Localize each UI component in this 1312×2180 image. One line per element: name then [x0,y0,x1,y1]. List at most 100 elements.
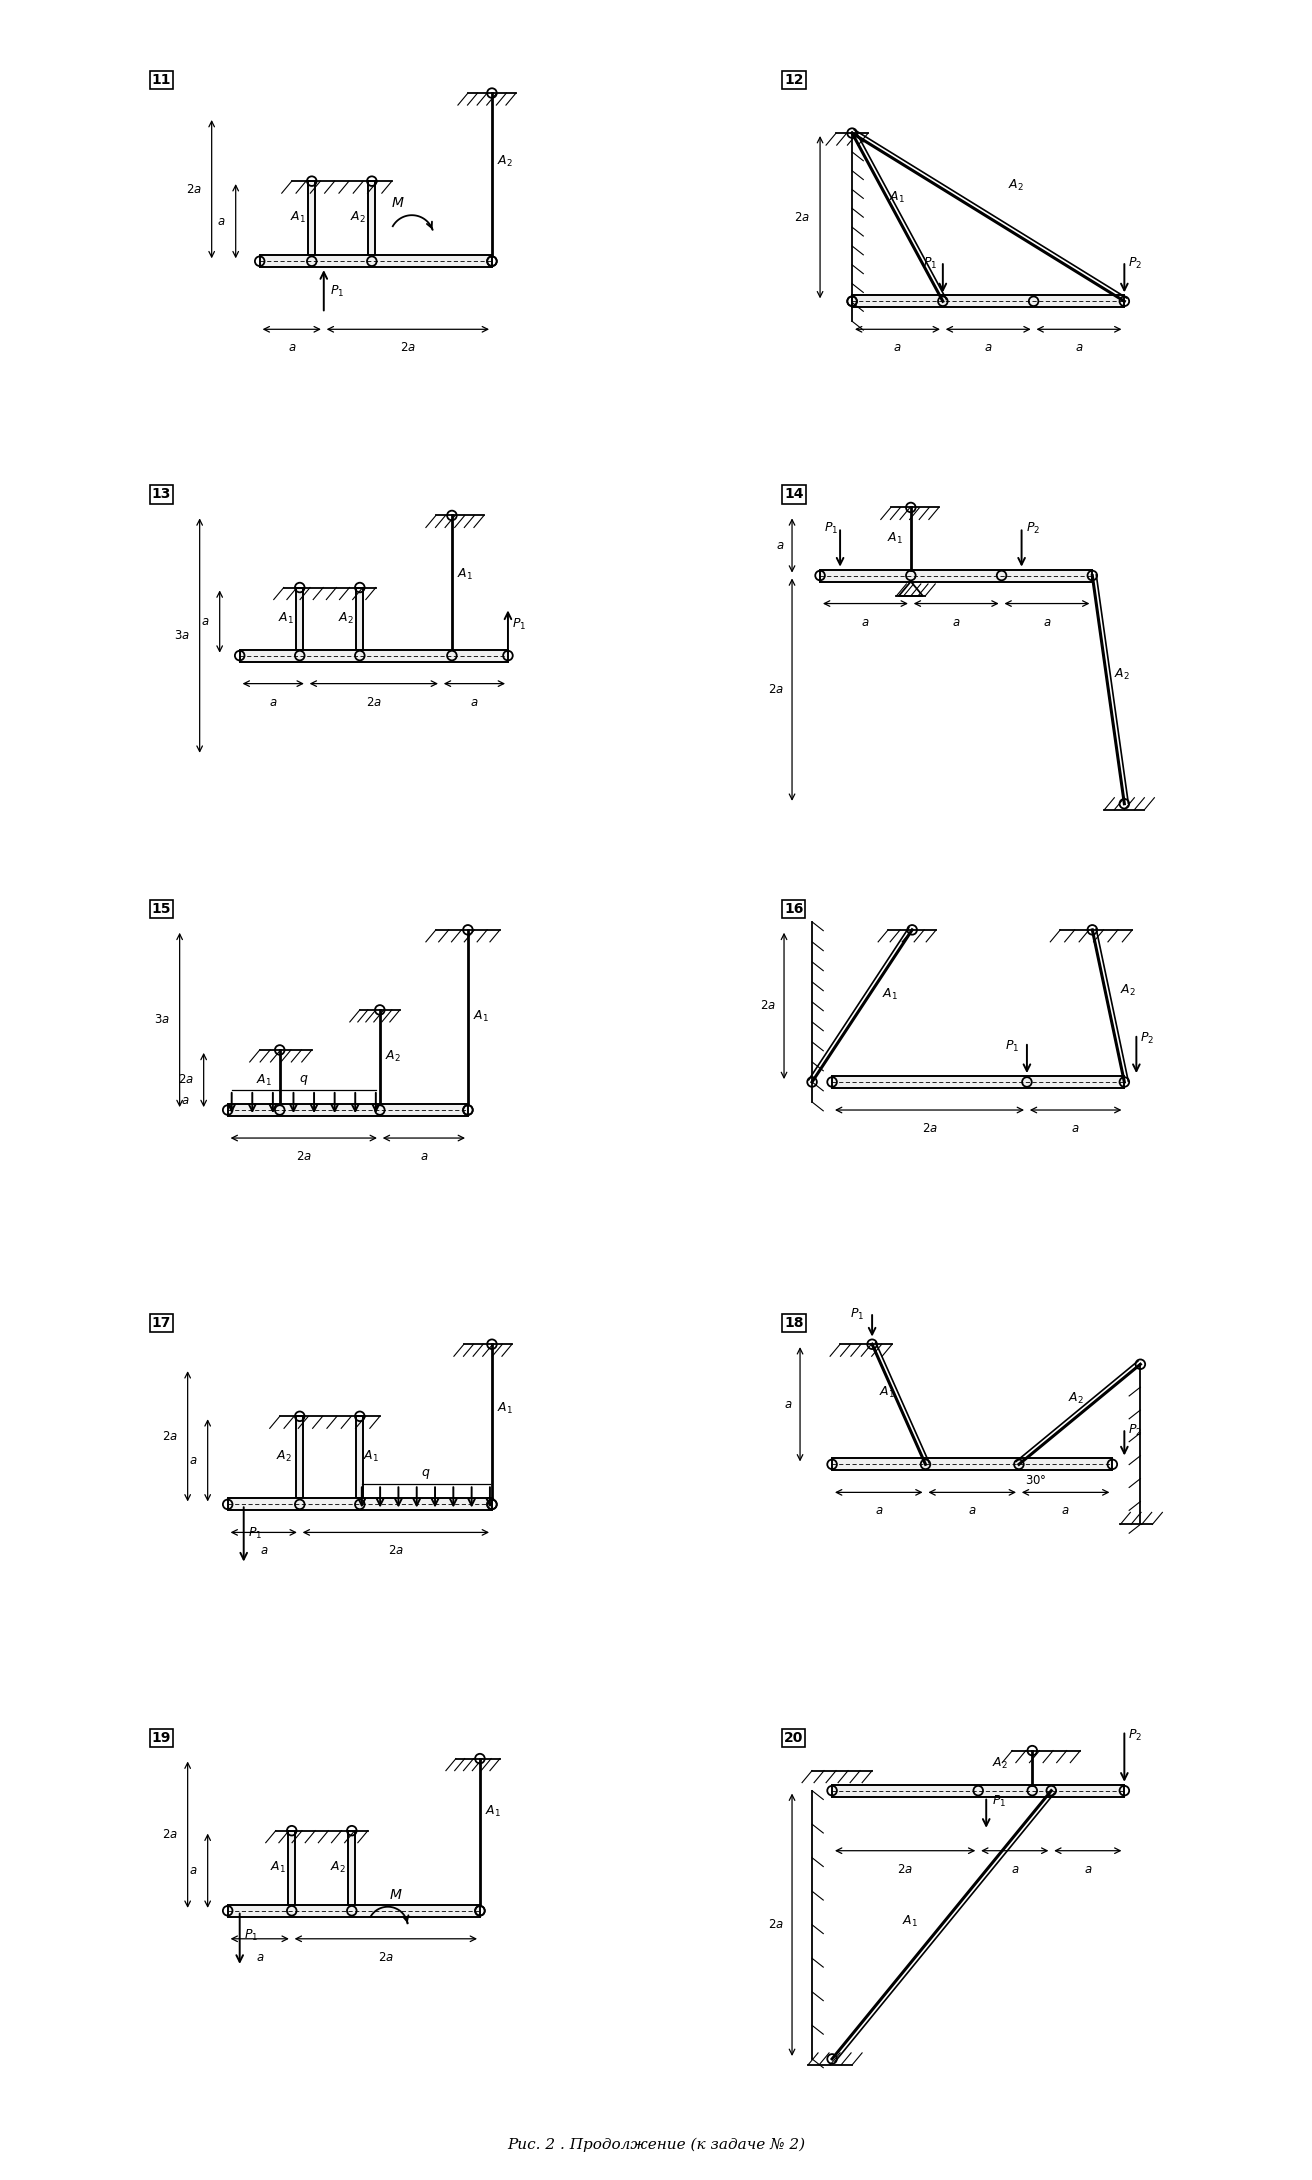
Text: $a$: $a$ [1010,1862,1019,1875]
Text: $2a$: $2a$ [897,1862,913,1875]
FancyBboxPatch shape [357,589,363,650]
FancyBboxPatch shape [228,1498,492,1511]
Text: $A_1$: $A_1$ [472,1009,488,1025]
FancyBboxPatch shape [260,255,492,268]
Text: $q$: $q$ [421,1467,430,1482]
Text: $A_2$: $A_2$ [497,155,513,170]
Text: $P_2$: $P_2$ [1026,521,1039,536]
Text: $P_1$: $P_1$ [992,1794,1006,1809]
Text: $2a$: $2a$ [760,998,775,1012]
Text: $a$: $a$ [984,342,992,355]
Text: $a$: $a$ [470,695,479,708]
Text: $A_1$: $A_1$ [256,1073,272,1088]
Text: $P_1$: $P_1$ [824,521,838,536]
Text: 17: 17 [152,1317,171,1330]
Text: $2a$: $2a$ [400,342,416,355]
Text: $q$: $q$ [299,1073,308,1088]
Text: $A_2$: $A_2$ [350,209,366,225]
FancyBboxPatch shape [820,569,1093,582]
FancyBboxPatch shape [228,1103,468,1116]
Text: $P_1$: $P_1$ [329,283,344,299]
Text: $2a$: $2a$ [378,1951,394,1964]
Text: $a$: $a$ [968,1504,976,1517]
Text: $2a$: $2a$ [177,1073,194,1086]
Text: $P_2$: $P_2$ [1128,1727,1143,1742]
FancyBboxPatch shape [832,1077,1124,1088]
Text: $a$: $a$ [861,615,870,628]
FancyBboxPatch shape [297,589,303,650]
Text: $A_1$: $A_1$ [497,1402,513,1417]
Text: M: M [390,1888,401,1901]
Text: $P_1$: $P_1$ [1005,1040,1019,1055]
Text: 11: 11 [152,74,171,87]
FancyBboxPatch shape [289,1831,295,1905]
Text: $P_2$: $P_2$ [1140,1031,1155,1046]
Text: $A_2$: $A_2$ [329,1860,345,1875]
Text: $a$: $a$ [287,342,297,355]
Text: Рис. 2 . Продолжение (к задаче № 2): Рис. 2 . Продолжение (к задаче № 2) [506,2136,806,2152]
Text: 20: 20 [785,1731,803,1744]
FancyBboxPatch shape [297,1417,303,1498]
Text: $2a$: $2a$ [921,1123,938,1136]
Text: $a$: $a$ [1072,1123,1080,1136]
FancyBboxPatch shape [348,1831,356,1905]
Text: $A_1$: $A_1$ [278,610,294,626]
Text: $a$: $a$ [420,1151,428,1164]
Text: $A_1$: $A_1$ [879,1384,895,1400]
Text: $30°$: $30°$ [1025,1474,1047,1487]
Text: 15: 15 [152,903,171,916]
Text: M: M [392,196,404,209]
Text: $A_2$: $A_2$ [384,1049,400,1064]
FancyBboxPatch shape [228,1905,480,1916]
Text: $a$: $a$ [256,1951,264,1964]
Text: $P_1$: $P_1$ [248,1526,262,1541]
Text: $A_2$: $A_2$ [992,1755,1008,1770]
FancyBboxPatch shape [369,181,375,255]
Text: 19: 19 [152,1731,171,1744]
Text: $2a$: $2a$ [768,1918,785,1931]
FancyBboxPatch shape [308,181,315,255]
FancyBboxPatch shape [832,1785,1124,1796]
Text: $3a$: $3a$ [173,630,190,643]
Text: $A_2$: $A_2$ [276,1450,291,1465]
FancyBboxPatch shape [851,294,1124,307]
Text: $a$: $a$ [189,1864,198,1877]
Text: $A_2$: $A_2$ [1008,179,1025,194]
Text: $A_1$: $A_1$ [290,209,306,225]
Text: $a$: $a$ [181,1094,190,1107]
Text: $2a$: $2a$ [295,1151,312,1164]
Text: $A_2$: $A_2$ [1120,983,1136,998]
Text: $a$: $a$ [1084,1862,1092,1875]
Text: $a$: $a$ [189,1454,198,1467]
Text: $P_1$: $P_1$ [244,1927,258,1942]
Text: $2a$: $2a$ [388,1543,404,1557]
Text: 12: 12 [785,74,803,87]
FancyBboxPatch shape [832,1458,1113,1469]
Text: $a$: $a$ [1061,1504,1069,1517]
Text: $a$: $a$ [783,1397,792,1410]
Text: $a$: $a$ [953,615,960,628]
Text: $A_1$: $A_1$ [887,530,903,545]
Text: $3a$: $3a$ [154,1014,169,1027]
Text: $P_1$: $P_1$ [922,257,937,270]
Text: $A_2$: $A_2$ [1114,667,1130,682]
FancyBboxPatch shape [240,650,508,661]
Text: $P_1$: $P_1$ [512,617,526,632]
Text: $a$: $a$ [875,1504,883,1517]
Text: 18: 18 [785,1317,803,1330]
Text: $a$: $a$ [1075,342,1084,355]
Text: $a$: $a$ [893,342,901,355]
Text: $2a$: $2a$ [161,1829,177,1842]
Text: 13: 13 [152,488,171,501]
Text: $2a$: $2a$ [768,682,785,695]
Text: $A_1$: $A_1$ [270,1860,286,1875]
Text: $P_2$: $P_2$ [1128,1424,1143,1439]
Text: $a$: $a$ [775,538,785,552]
Text: $A_1$: $A_1$ [882,988,899,1003]
Text: $A_1$: $A_1$ [901,1914,917,1929]
Text: $A_1$: $A_1$ [363,1450,379,1465]
Text: $A_1$: $A_1$ [457,567,472,582]
Text: $2a$: $2a$ [186,183,202,196]
FancyBboxPatch shape [357,1417,363,1498]
Text: 14: 14 [785,488,803,501]
